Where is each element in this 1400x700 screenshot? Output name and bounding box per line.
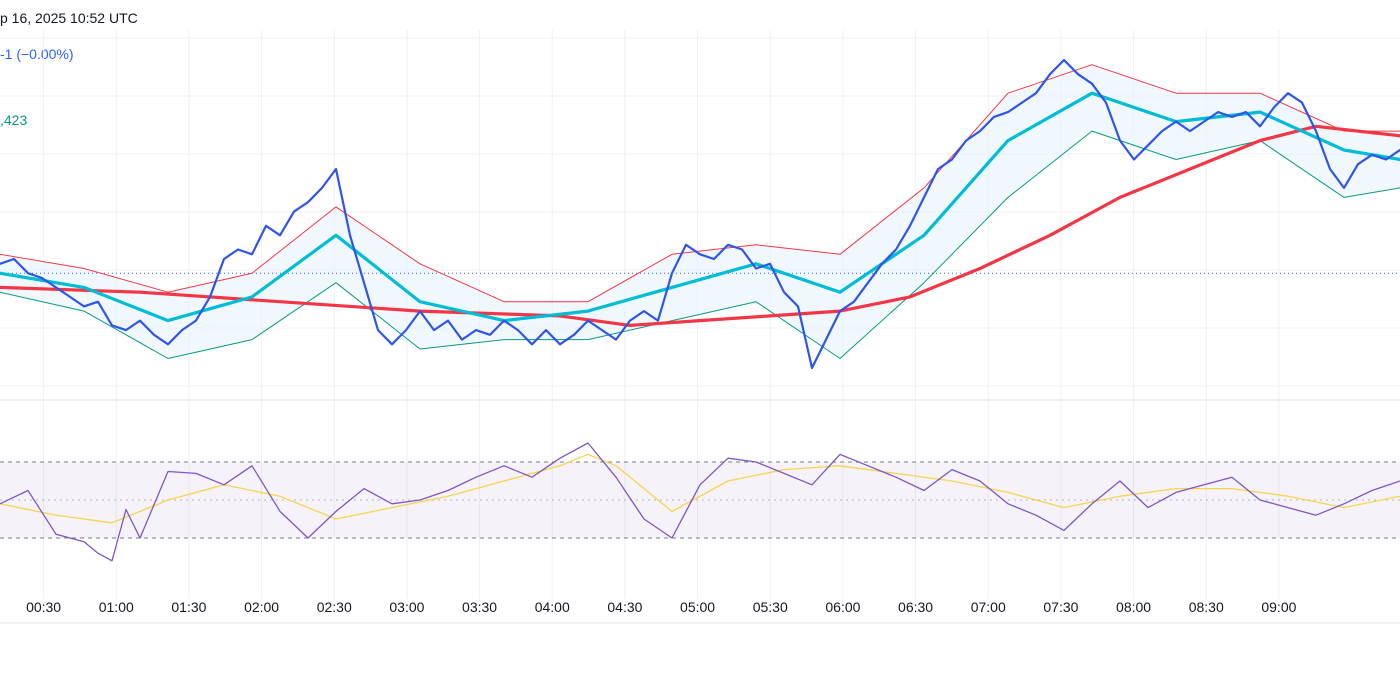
bollinger-band-fill [0,64,1400,359]
time-axis: 1600:3001:0001:3002:0002:3003:0003:3004:… [0,599,1400,624]
x-tick-label: 04:00 [535,599,570,615]
rsi-pane [0,442,1400,562]
ma-line [0,124,1400,327]
x-tick-label: 08:30 [1189,599,1224,615]
price-line [0,58,1400,370]
price-change-label: -1 (−0.00%) [0,46,74,62]
x-tick-label: 02:30 [317,599,352,615]
rsi-ma-line [0,453,1400,524]
x-tick-label: 06:00 [825,599,860,615]
x-tick-label: 07:30 [1043,599,1078,615]
bb-lower-line [0,130,1400,359]
x-tick-label: 05:30 [753,599,788,615]
x-tick-label: 09:00 [1261,599,1296,615]
x-tick-label: 07:00 [971,599,1006,615]
x-tick-label: 02:00 [244,599,279,615]
rsi-line [0,442,1400,562]
price-pane [0,58,1400,370]
x-tick-label: 01:00 [99,599,134,615]
chart-datetime-label: p 16, 2025 10:52 UTC [0,10,138,26]
bb-upper-line [0,64,1400,303]
x-tick-label: 05:00 [680,599,715,615]
x-tick-label: 06:30 [898,599,933,615]
x-tick-label: 00:30 [26,599,61,615]
x-tick-label: 01:30 [171,599,206,615]
indicator-value-label: ,423 [0,112,28,128]
bb-mid-line [0,91,1400,323]
x-tick-label: 03:00 [389,599,424,615]
x-tick-label: 08:00 [1116,599,1151,615]
x-tick-label: 03:30 [462,599,497,615]
rsi-band-fill [0,462,1400,538]
x-tick-label: 04:30 [607,599,642,615]
